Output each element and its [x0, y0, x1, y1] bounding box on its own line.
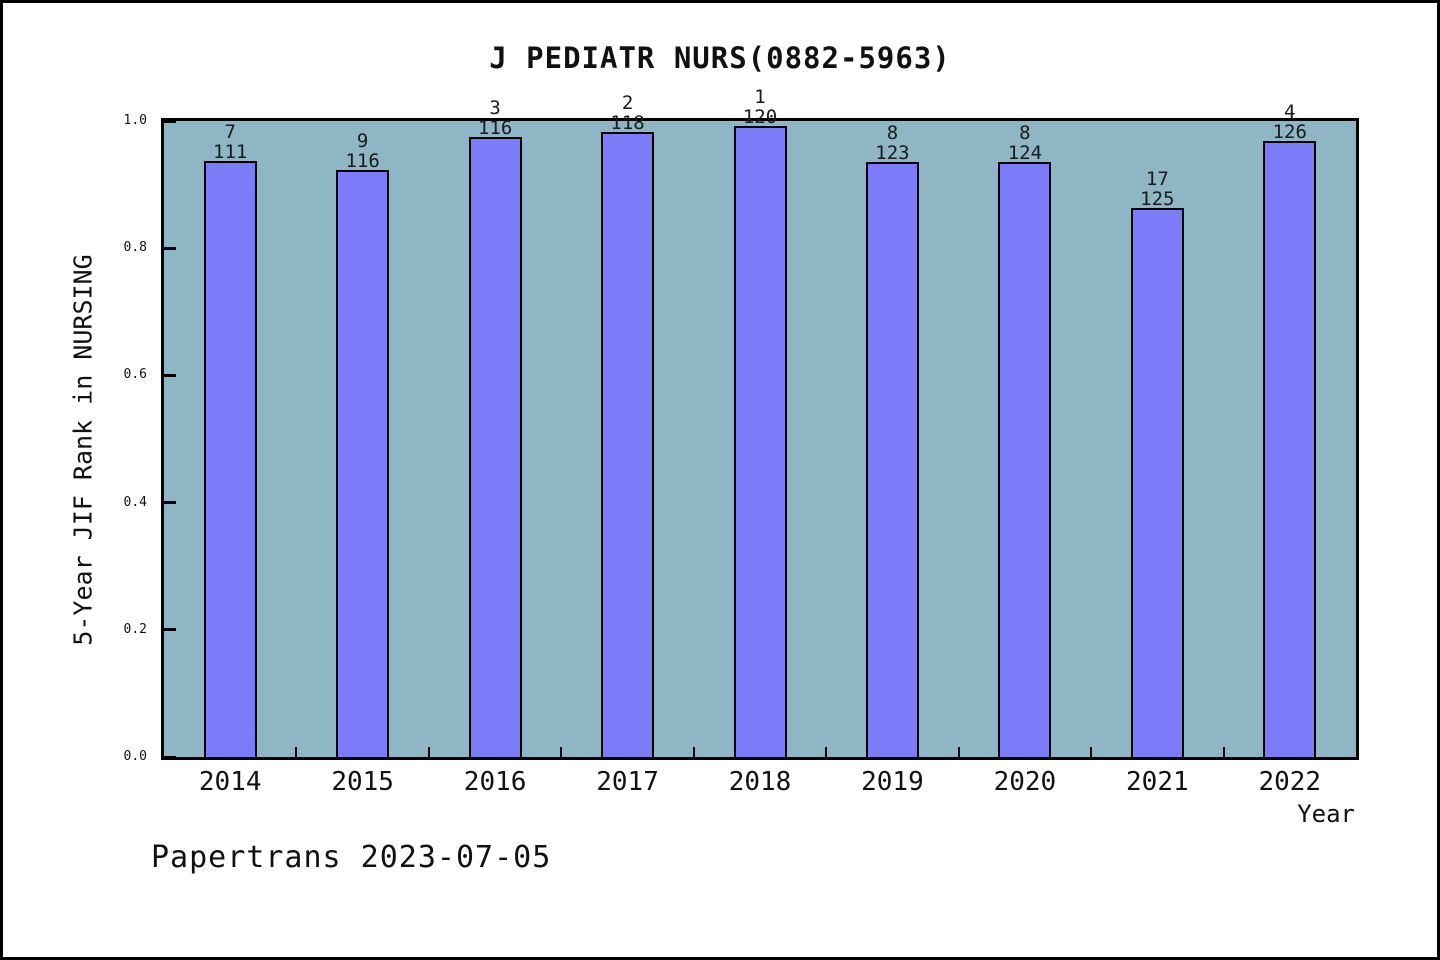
bar-value-label: 1 120	[743, 87, 777, 127]
y-tick-label: 0.8	[123, 240, 147, 256]
bar-total-value: 111	[213, 141, 248, 164]
y-tick	[164, 501, 176, 505]
bar: 8 124	[998, 123, 1052, 757]
bar-rank-value: 3	[489, 97, 501, 120]
y-tick	[164, 755, 176, 759]
x-minor-tick	[692, 747, 695, 757]
bar-total-value: 118	[610, 111, 645, 134]
x-minor-tick	[295, 747, 298, 757]
bar-value-label: 17 125	[1140, 169, 1174, 209]
bar-value-label: 4 126	[1273, 102, 1307, 142]
bar: 9 116	[336, 131, 390, 757]
bar: 1 120	[733, 87, 787, 757]
bar: 3 116	[468, 98, 522, 757]
year-tick-label: 2018	[728, 767, 792, 797]
bar-rank-value: 8	[886, 122, 899, 145]
bar-value-label: 8 124	[1008, 123, 1042, 163]
chart-title: J PEDIATR NURS(0882-5963)	[489, 41, 951, 75]
y-axis-tick-labels: 0.0 0.2 0.4 0.6 0.8 1.0	[3, 113, 153, 764]
footer-text: Papertrans 2023-07-05	[151, 840, 552, 875]
bar-rank-value: 1	[754, 86, 766, 109]
year-tick-label: 2020	[993, 767, 1057, 797]
bar-total-value: 124	[1007, 142, 1043, 165]
x-minor-tick	[427, 747, 430, 757]
year-tick-label: 2021	[1126, 767, 1189, 797]
bar-rank-value: 7	[224, 121, 236, 144]
year-tick-label: 2014	[198, 767, 262, 797]
bar-total-value: 123	[875, 142, 910, 165]
bar-value-label: 7 111	[213, 122, 247, 162]
bar-value-label: 3 116	[478, 98, 512, 138]
bar-value-label: 9 116	[345, 131, 379, 171]
y-tick-label: 0.0	[123, 749, 147, 764]
bar-total-value: 116	[477, 117, 513, 140]
y-tick	[164, 119, 176, 123]
x-minor-tick	[560, 747, 563, 757]
year-tick-label: 2019	[861, 767, 924, 797]
bar-total-value: 120	[742, 106, 778, 129]
x-axis-label: Year	[1297, 800, 1355, 828]
bar-value-label: 8 123	[875, 123, 909, 163]
x-axis-tick-labels: 2014 2015 2016 2017 2018 2019 2020 2021 2022	[164, 767, 1356, 801]
bar: 17 125	[1130, 169, 1184, 757]
bar: 4 126	[1263, 102, 1317, 757]
bar-total-value: 126	[1272, 121, 1307, 144]
bar-rank-value: 4	[1284, 101, 1296, 124]
bar: 8 123	[865, 123, 919, 757]
year-tick-label: 2016	[463, 767, 527, 797]
year-tick-label: 2017	[596, 767, 659, 797]
y-tick-label: 0.4	[123, 494, 147, 510]
x-minor-tick	[957, 747, 960, 757]
plot-area: 7 111 9 116 3 116 2 118 1 120 8 123 8 124 17 125 4 126	[161, 87, 1359, 760]
y-tick-label: 1.0	[123, 113, 147, 128]
bar-rank-value: 9	[356, 130, 369, 153]
bar-rank-value: 2	[621, 91, 634, 114]
x-minor-tick	[825, 747, 828, 757]
y-tick-label: 0.2	[123, 621, 147, 637]
y-tick-label: 0.6	[123, 367, 147, 383]
bar-total-value: 116	[345, 150, 380, 173]
bar-rank-value: 8	[1019, 122, 1031, 145]
bar-value-label: 2 118	[610, 93, 644, 133]
bar: 2 118	[601, 93, 655, 757]
bar: 7 111	[203, 122, 257, 757]
y-tick	[164, 373, 176, 377]
bar-total-value: 125	[1140, 187, 1175, 210]
y-tick	[164, 246, 176, 250]
x-minor-tick	[1090, 747, 1093, 757]
y-tick	[164, 628, 176, 632]
year-tick-label: 2015	[331, 767, 394, 797]
year-tick-label: 2022	[1258, 767, 1322, 797]
bar-rank-value: 17	[1145, 167, 1169, 190]
x-minor-tick	[1222, 747, 1225, 757]
